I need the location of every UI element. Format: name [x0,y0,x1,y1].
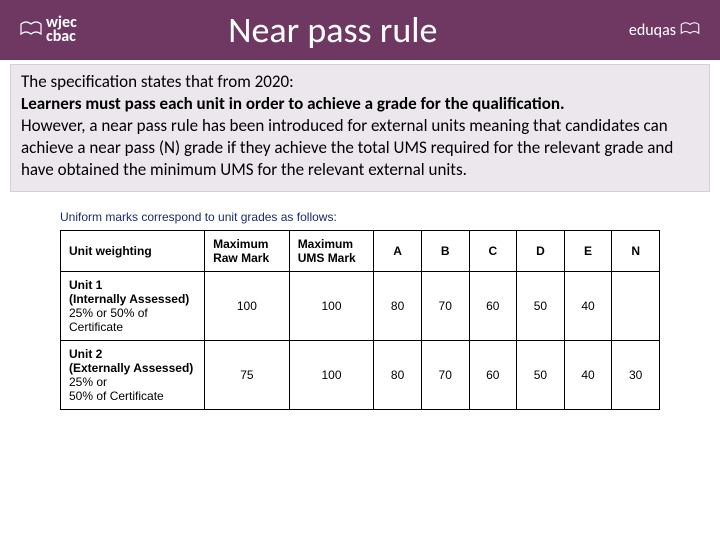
unit2-weight: 25% or 50% of Certificate [69,375,164,403]
unit2-b: 70 [421,341,469,410]
col-max-raw: Maximum Raw Mark [205,231,290,272]
col-e: E [564,231,612,272]
unit1-c: 60 [469,272,517,341]
body-text-box: The specification states that from 2020:… [10,64,710,192]
col-unit-weighting: Unit weighting [61,231,205,272]
unit1-weight: 25% or 50% of Certificate [69,306,148,334]
body-line1: The specification states that from 2020: [21,71,294,92]
unit1-n [612,272,660,341]
unit2-d: 50 [517,341,565,410]
unit1-b: 70 [421,272,469,341]
eduqas-logo: eduqas [629,21,700,40]
table-row: Unit 2 (Externally Assessed) 25% or 50% … [61,341,660,410]
body-line3: However, a near pass rule has been intro… [21,115,673,180]
table-caption: Uniform marks correspond to unit grades … [60,210,660,224]
table-row: Unit 1 (Internally Assessed) 25% or 50% … [61,272,660,341]
unit2-ums: 100 [289,341,374,410]
unit1-d: 50 [517,272,565,341]
col-a: A [374,231,422,272]
table-header-row: Unit weighting Maximum Raw Mark Maximum … [61,231,660,272]
col-d: D [517,231,565,272]
unit1-e: 40 [564,272,612,341]
col-n: N [612,231,660,272]
unit1-title: Unit 1 [69,278,102,292]
unit2-e: 40 [564,341,612,410]
page-title: Near pass rule [37,8,629,52]
unit1-ums: 100 [289,272,374,341]
book-icon [680,21,700,40]
unit2-raw: 75 [205,341,290,410]
unit2-n: 30 [612,341,660,410]
unit2-a: 80 [374,341,422,410]
ums-table: Unit weighting Maximum Raw Mark Maximum … [60,230,660,410]
unit2-cell: Unit 2 (Externally Assessed) 25% or 50% … [61,341,205,410]
unit1-sub: (Internally Assessed) [69,292,189,306]
unit1-cell: Unit 1 (Internally Assessed) 25% or 50% … [61,272,205,341]
eduqas-text: eduqas [629,21,676,40]
body-line2: Learners must pass each unit in order to… [21,93,565,114]
col-max-ums: Maximum UMS Mark [289,231,374,272]
header-bar: wjec cbac Near pass rule eduqas [0,0,720,60]
unit1-a: 80 [374,272,422,341]
col-c: C [469,231,517,272]
unit2-title: Unit 2 [69,347,102,361]
unit2-c: 60 [469,341,517,410]
unit1-raw: 100 [205,272,290,341]
unit2-sub: (Externally Assessed) [69,361,193,375]
col-b: B [421,231,469,272]
